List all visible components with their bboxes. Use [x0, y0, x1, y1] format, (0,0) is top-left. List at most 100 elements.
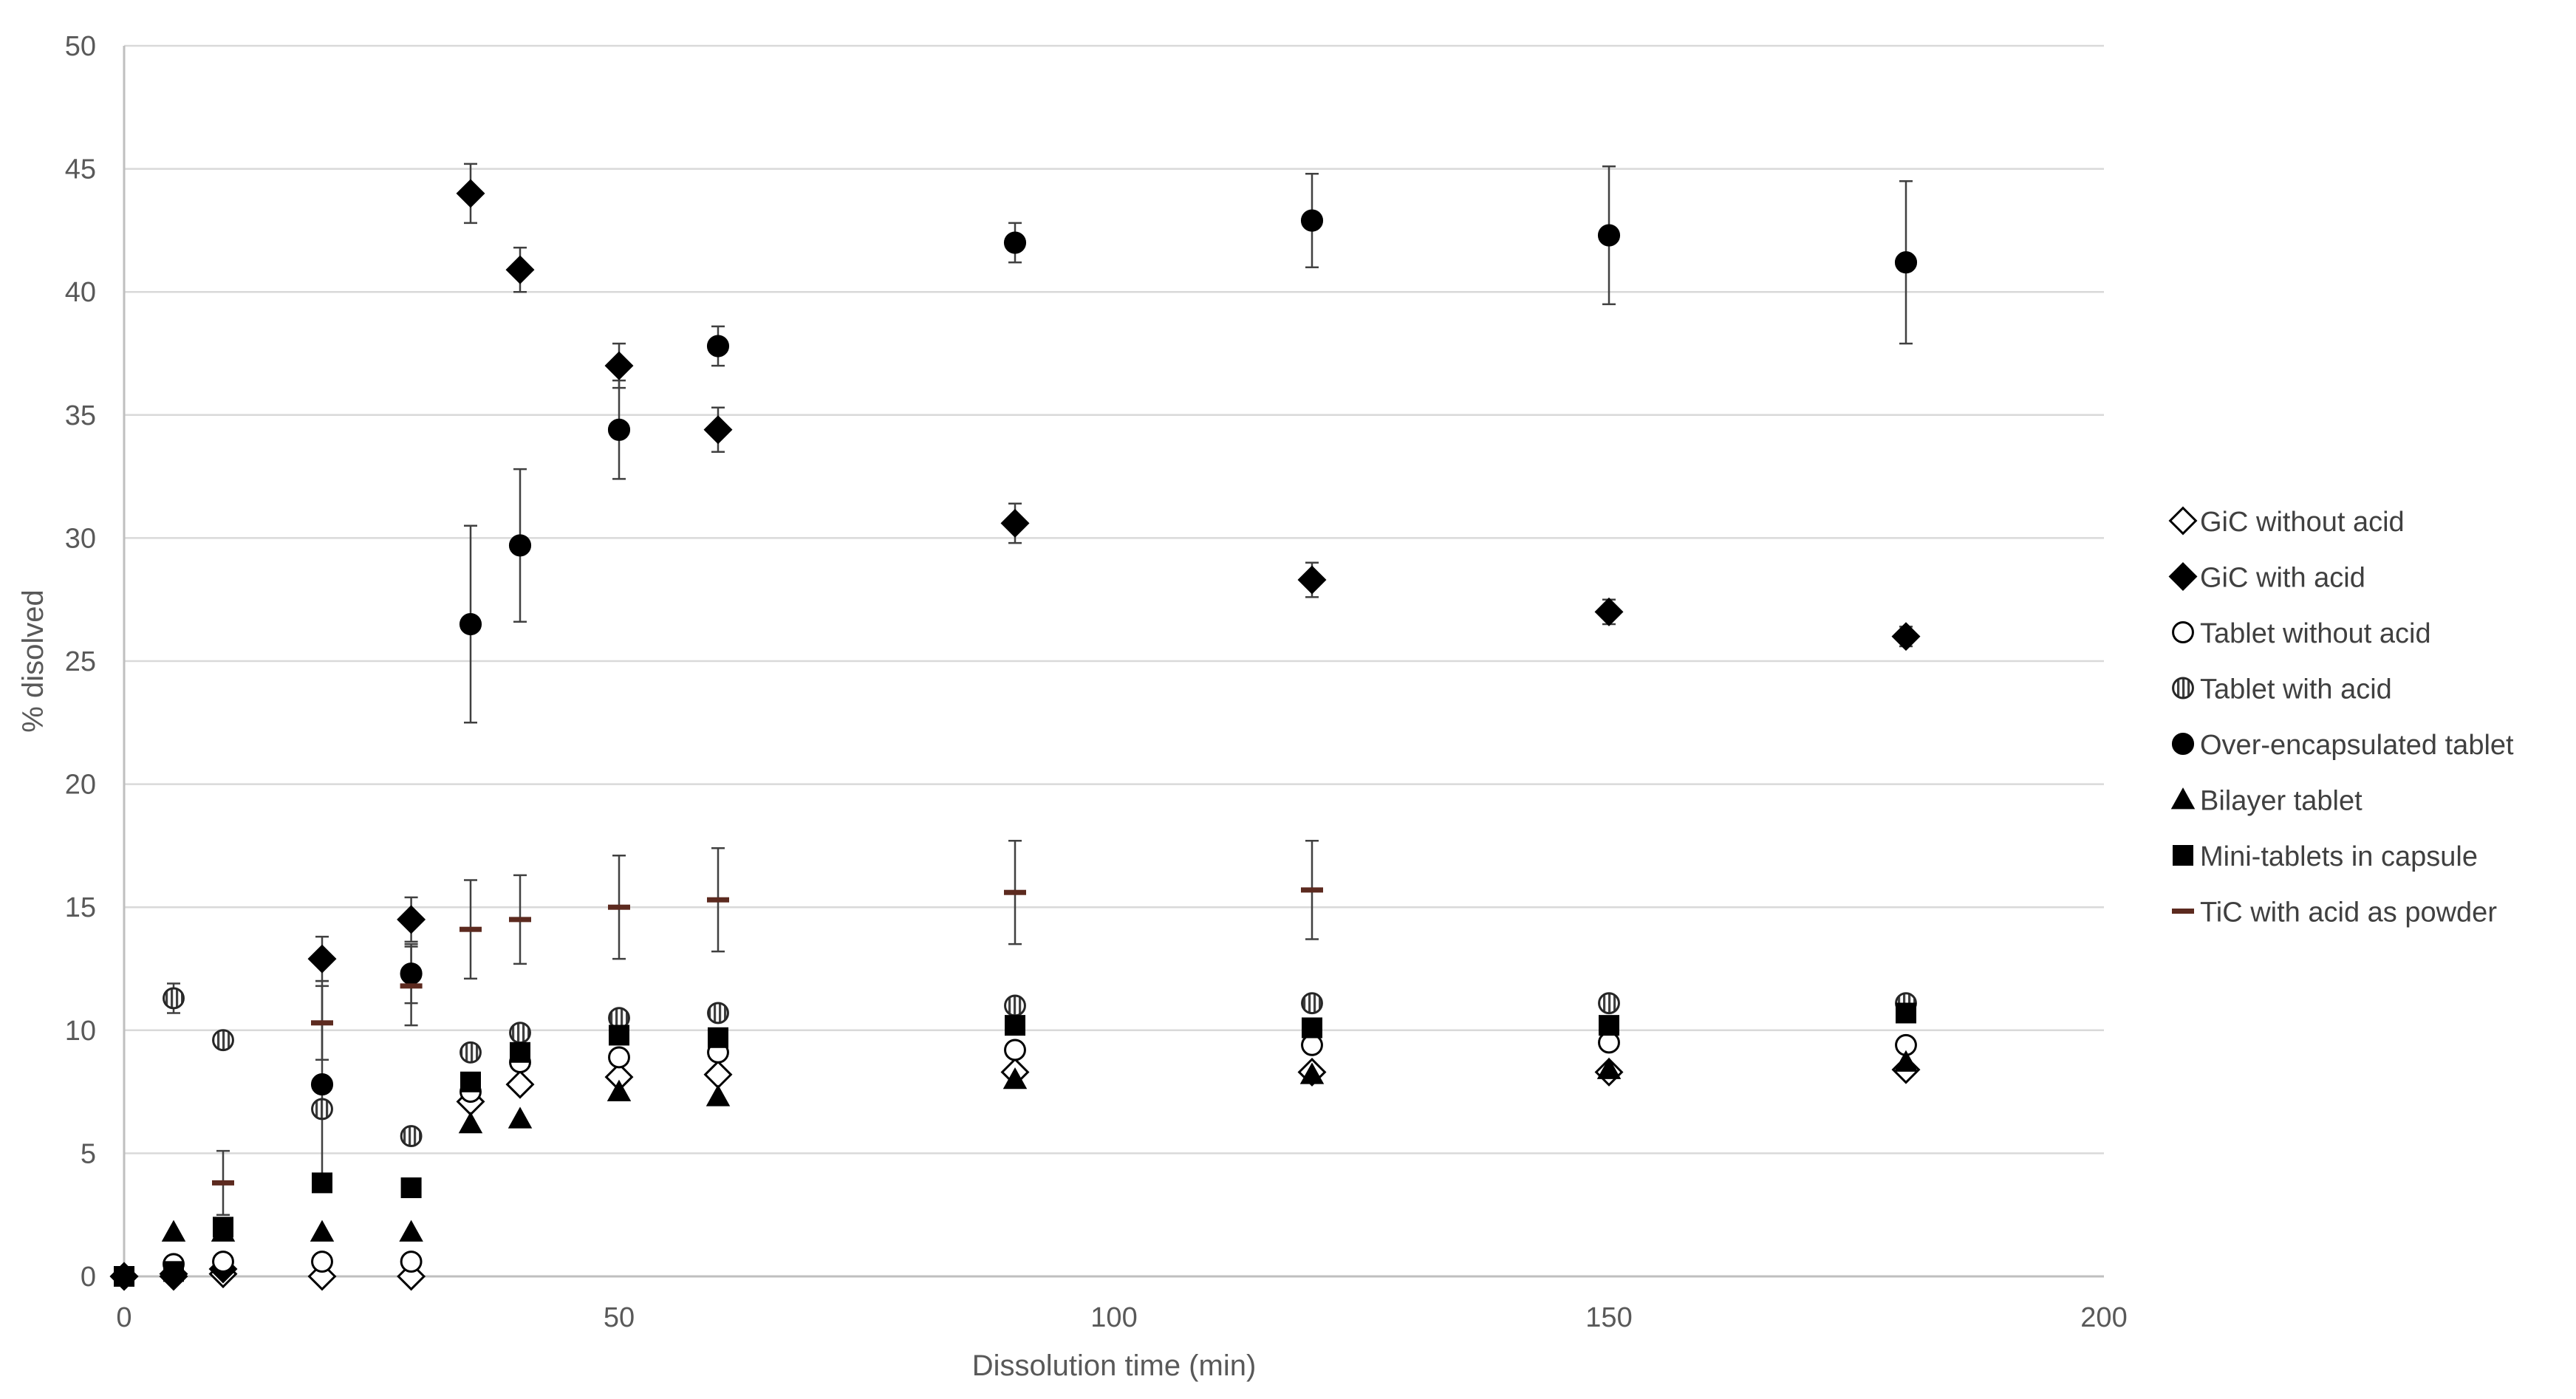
- data-point-over-encapsulated-tablet: [400, 962, 423, 985]
- data-point-bilayer-tablet: [458, 1111, 483, 1134]
- series-mini-tablets-in-capsule: [114, 1002, 1916, 1287]
- data-point-bilayer-tablet: [1299, 1062, 1325, 1084]
- data-point-bilayer-tablet: [399, 1220, 423, 1242]
- data-point-gic-with-acid: [1000, 508, 1030, 538]
- data-point-mini-tablets-in-capsule: [213, 1217, 233, 1238]
- data-point-over-encapsulated-tablet: [1597, 224, 1621, 247]
- data-point-gic-with-acid: [505, 255, 535, 284]
- y-tick-label: 15: [65, 892, 96, 923]
- legend-marker: [2170, 787, 2196, 810]
- data-point-over-encapsulated-tablet: [1300, 209, 1324, 232]
- data-point-over-encapsulated-tablet: [508, 534, 532, 557]
- data-point-mini-tablets-in-capsule: [460, 1071, 481, 1092]
- data-point-bilayer-tablet: [508, 1106, 533, 1129]
- legend-label: GiC with acid: [2200, 563, 2365, 594]
- data-point-gic-without-acid: [703, 1060, 733, 1090]
- legend-item-over-encapsulated-tablet: Over-encapsulated tablet: [2171, 730, 2514, 761]
- series-bilayer-tablet: [161, 1050, 1919, 1242]
- data-point-over-encapsulated-tablet: [1894, 251, 1918, 274]
- series-tic-with-acid-as-powder: [212, 887, 1323, 1186]
- legend-label: Over-encapsulated tablet: [2200, 730, 2514, 761]
- data-point-gic-without-acid: [505, 1070, 535, 1099]
- data-points: [109, 179, 1921, 1291]
- x-tick-label: 150: [1585, 1302, 1632, 1333]
- data-point-tablet-with-acid: [509, 1022, 531, 1044]
- data-point-tablet-without-acid: [1004, 1039, 1026, 1061]
- data-point-bilayer-tablet: [1893, 1050, 1919, 1072]
- data-point-gic-with-acid: [307, 944, 337, 974]
- data-point-tablet-with-acid: [1598, 992, 1620, 1015]
- data-point-tablet-with-acid: [311, 1098, 333, 1121]
- data-point-over-encapsulated-tablet: [706, 335, 730, 358]
- data-point-gic-with-acid: [1297, 565, 1327, 595]
- data-point-tablet-with-acid: [459, 1041, 482, 1064]
- data-point-gic-with-acid: [397, 905, 426, 934]
- data-point-tic-with-acid-as-powder: [311, 1020, 333, 1026]
- y-tick-label: 25: [65, 646, 96, 677]
- y-axis-label: % disolved: [17, 589, 49, 732]
- data-point-tic-with-acid-as-powder: [1301, 887, 1323, 893]
- legend-label: TiC with acid as powder: [2200, 897, 2497, 928]
- data-point-tablet-with-acid: [1004, 994, 1026, 1017]
- y-tick-label: 30: [65, 523, 96, 554]
- data-point-tablet-without-acid: [311, 1251, 333, 1273]
- legend-label: Mini-tablets in capsule: [2200, 841, 2478, 872]
- legend-marker: [2168, 562, 2198, 591]
- tick-labels: 0 5 10 15 20 25 30 35 40 45 50 0 50 100 150 200: [65, 31, 2128, 1333]
- legend-item-gic-with-acid: GiC with acid: [2168, 562, 2365, 594]
- data-point-gic-with-acid: [703, 415, 733, 445]
- data-point-bilayer-tablet: [706, 1084, 731, 1106]
- x-tick-label: 0: [116, 1302, 131, 1333]
- legend: GiC without acid GiC with acid Tablet with…: [2168, 506, 2514, 928]
- data-point-mini-tablets-in-capsule: [1302, 1017, 1322, 1039]
- data-point-over-encapsulated-tablet: [1003, 231, 1027, 254]
- data-point-bilayer-tablet: [1002, 1067, 1028, 1090]
- legend-marker: [2168, 506, 2198, 536]
- data-point-tablet-without-acid: [212, 1251, 234, 1273]
- series-gic-with-acid: [109, 179, 1921, 1291]
- legend-marker: [2173, 845, 2193, 866]
- data-point-tic-with-acid-as-powder: [400, 983, 423, 989]
- data-point-mini-tablets-in-capsule: [1599, 1015, 1619, 1036]
- legend-label: Bilayer tablet: [2200, 786, 2363, 817]
- data-point-tablet-with-acid: [400, 1125, 423, 1148]
- error-bars: [167, 163, 1913, 1236]
- data-point-over-encapsulated-tablet: [459, 612, 482, 636]
- y-tick-label: 10: [65, 1016, 96, 1047]
- series-gic-without-acid: [109, 1055, 1921, 1291]
- legend-marker: [2172, 621, 2194, 643]
- data-point-bilayer-tablet: [1596, 1057, 1622, 1079]
- data-point-bilayer-tablet: [310, 1220, 335, 1242]
- data-point-bilayer-tablet: [161, 1220, 186, 1242]
- data-point-mini-tablets-in-capsule: [1896, 1002, 1916, 1024]
- data-point-gic-with-acid: [604, 351, 634, 380]
- legend-item-tablet-with-acid: Tablet with acid: [2172, 674, 2392, 705]
- data-point-tic-with-acid-as-powder: [212, 1180, 234, 1186]
- data-point-mini-tablets-in-capsule: [1005, 1015, 1025, 1036]
- data-point-gic-with-acid: [456, 179, 485, 208]
- axes: [123, 46, 2104, 1278]
- data-point-tablet-without-acid: [608, 1046, 630, 1069]
- data-point-tic-with-acid-as-powder: [459, 926, 482, 932]
- x-tick-label: 50: [604, 1302, 635, 1333]
- data-point-tablet-with-acid: [707, 1002, 729, 1025]
- data-point-mini-tablets-in-capsule: [163, 1261, 184, 1282]
- legend-item-tablet-without-acid: Tablet without acid: [2172, 618, 2431, 649]
- series-tablet-with-acid: [163, 987, 1917, 1148]
- data-point-mini-tablets-in-capsule: [609, 1025, 629, 1046]
- data-point-mini-tablets-in-capsule: [114, 1266, 134, 1287]
- data-point-bilayer-tablet: [607, 1079, 632, 1101]
- y-tick-label: 20: [65, 770, 96, 801]
- legend-marker: [2172, 909, 2194, 914]
- data-point-tic-with-acid-as-powder: [509, 917, 531, 923]
- data-point-mini-tablets-in-capsule: [510, 1041, 530, 1063]
- data-point-mini-tablets-in-capsule: [708, 1027, 728, 1048]
- legend-label: Tablet without acid: [2200, 618, 2431, 649]
- legend-marker: [2172, 677, 2194, 700]
- data-point-tic-with-acid-as-powder: [1004, 889, 1026, 895]
- data-point-tablet-without-acid: [400, 1251, 423, 1273]
- legend-item-gic-without-acid: GiC without acid: [2168, 506, 2405, 538]
- x-axis-label: Dissolution time (min): [972, 1350, 1257, 1382]
- data-point-mini-tablets-in-capsule: [400, 1177, 422, 1199]
- data-point-mini-tablets-in-capsule: [312, 1172, 332, 1194]
